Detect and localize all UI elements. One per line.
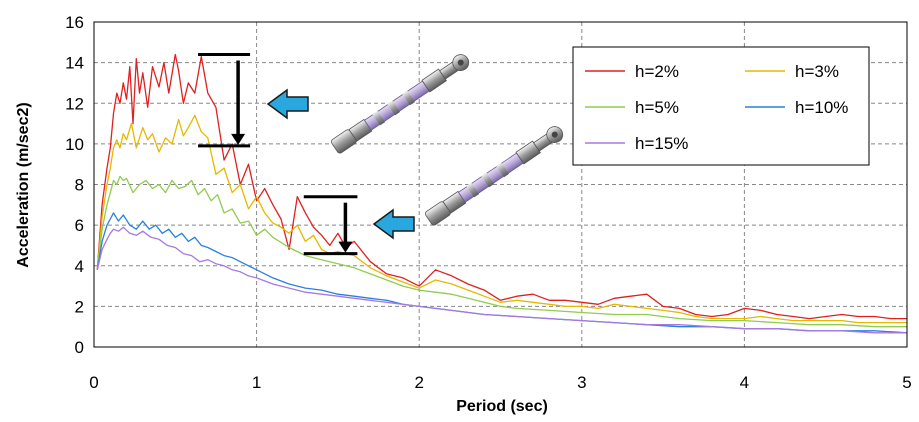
legend-label: h=2%: [635, 62, 679, 81]
y-tick-label: 0: [75, 338, 84, 357]
legend-item: h=2%: [585, 62, 679, 81]
legend-label: h=10%: [795, 98, 848, 117]
legend-item: h=15%: [585, 134, 688, 153]
x-axis-title: Period (sec): [456, 398, 548, 415]
legend-item: h=3%: [745, 62, 839, 81]
series-line-h=5%: [96, 175, 907, 328]
y-tick-label: 10: [65, 135, 84, 154]
x-tick-label: 5: [902, 373, 911, 392]
damper-device-icon: [425, 126, 564, 226]
plot-area: [93, 21, 908, 348]
x-tick-label: 1: [252, 373, 261, 392]
range-markers: [198, 53, 358, 256]
x-tick-label: 3: [577, 373, 586, 392]
legend-item: h=5%: [585, 98, 679, 117]
legend-label: h=5%: [635, 98, 679, 117]
x-tick-label: 0: [89, 373, 98, 392]
legend-item: h=10%: [745, 98, 848, 117]
y-tick-label: 4: [75, 257, 84, 276]
x-tick-label: 4: [740, 373, 749, 392]
series-line-h=10%: [96, 212, 907, 334]
pointer-arrow-lower: [372, 208, 415, 240]
y-tick-label: 6: [75, 216, 84, 235]
series-line-h=2%: [96, 53, 907, 320]
legend: h=2% h=3% h=5% h=10% h=15%: [572, 46, 870, 166]
damper-device-icon: [331, 54, 470, 154]
y-axis-title: Acceleration (m/sec2): [15, 102, 32, 267]
pointer-arrow-upper: [266, 88, 309, 120]
legend-label: h=15%: [635, 134, 688, 153]
y-tick-label: 12: [65, 94, 84, 113]
y-tick-label: 8: [75, 176, 84, 195]
range-marker-upper: [198, 53, 251, 148]
series-layer: [96, 53, 907, 334]
y-tick-label: 14: [65, 54, 84, 73]
range-marker-lower: [303, 195, 358, 256]
x-tick-label: 2: [414, 373, 423, 392]
y-tick-label: 16: [65, 13, 84, 32]
axes: [93, 21, 908, 348]
legend-box: [572, 46, 870, 166]
legend-label: h=3%: [795, 62, 839, 81]
series-line-h=15%: [96, 226, 907, 334]
y-tick-label: 2: [75, 297, 84, 316]
